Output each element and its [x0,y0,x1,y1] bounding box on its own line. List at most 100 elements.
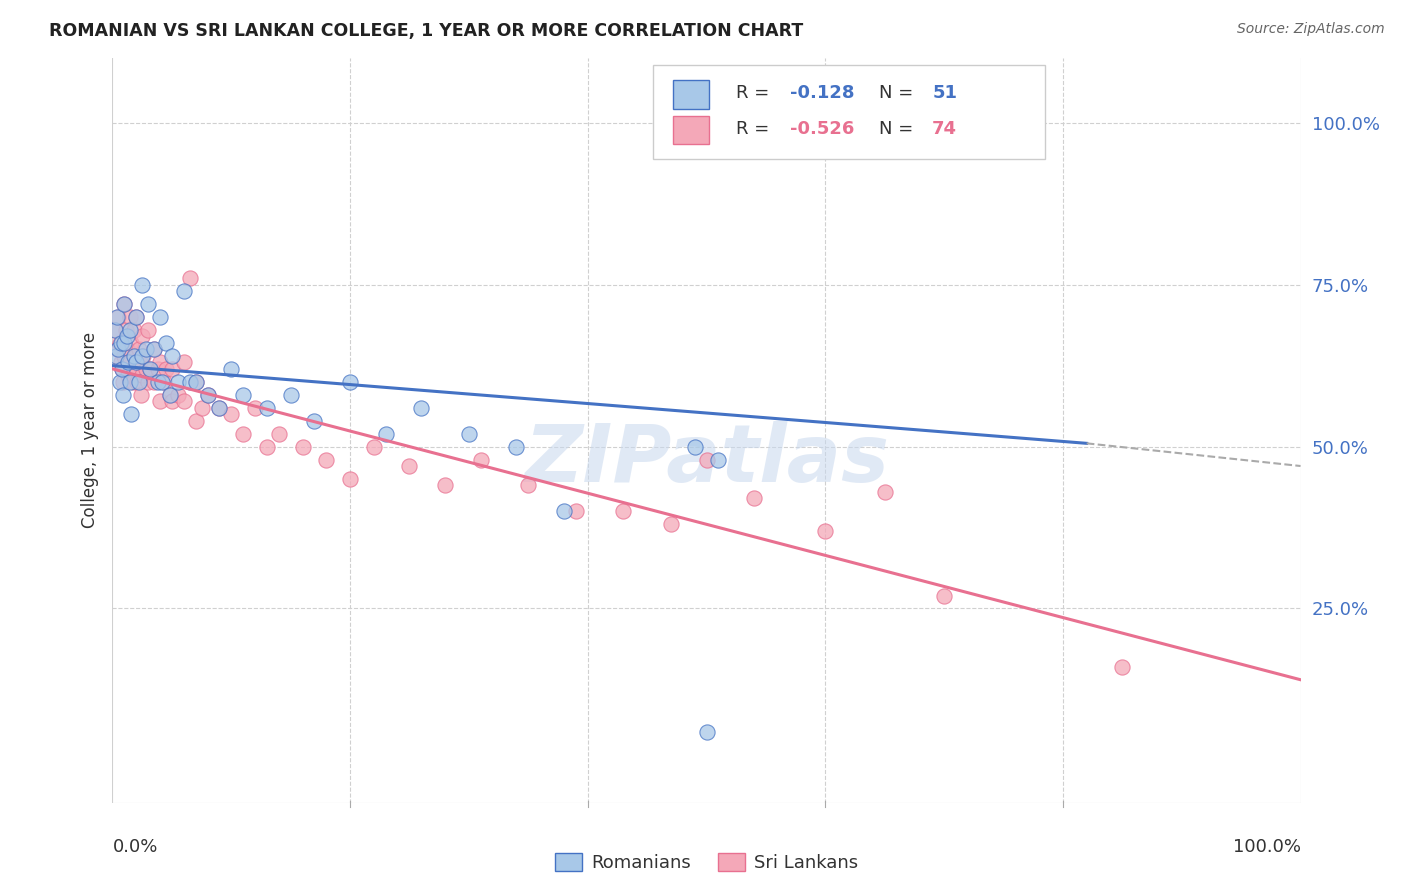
Point [107,310,129,324]
Point [304,414,326,428]
Point [125,362,148,376]
Point [173,394,195,409]
Point [374,426,396,441]
Point [114,323,136,337]
Point [339,375,361,389]
Point [166,375,188,389]
Point [121,375,143,389]
Text: 100.0%: 100.0% [1233,838,1301,855]
Point [115,343,138,357]
Point [131,349,153,363]
Point [108,335,131,350]
Point [125,355,148,369]
Point [125,310,148,324]
Point [565,504,588,518]
Point [146,375,169,389]
Point [139,362,162,376]
Point [152,375,174,389]
Point [131,368,153,383]
Point [166,388,188,402]
Point [112,349,135,363]
Point [219,407,243,421]
Point [122,349,145,363]
Point [219,362,243,376]
Text: 51: 51 [932,84,957,102]
Point [184,414,207,428]
Point [112,388,135,402]
Point [128,375,150,389]
Point [105,343,128,357]
Text: ZIPatlas: ZIPatlas [524,421,889,500]
Point [125,310,148,324]
Point [121,335,143,350]
Point [112,297,135,311]
Point [363,440,385,454]
Point [553,504,575,518]
Point [398,458,420,473]
Point [112,335,135,350]
Text: 74: 74 [932,120,957,137]
FancyBboxPatch shape [652,65,1045,159]
Point [132,349,155,363]
Point [111,362,134,376]
Point [232,426,254,441]
Point [291,440,314,454]
Point [120,355,142,369]
Point [1111,660,1133,674]
Point [696,452,718,467]
Point [139,362,162,376]
Point [179,271,201,285]
Point [742,491,765,506]
Point [150,375,173,389]
Point [256,401,278,415]
Point [873,484,896,499]
Text: R =: R = [737,120,775,137]
Point [128,343,150,357]
Point [934,589,956,603]
Point [146,362,169,376]
Point [104,323,127,337]
Text: Source: ZipAtlas.com: Source: ZipAtlas.com [1237,22,1385,37]
Point [173,284,195,298]
Point [127,375,149,389]
Point [232,388,254,402]
Point [135,343,157,357]
Point [117,368,139,383]
Text: 0.0%: 0.0% [112,838,157,855]
Point [122,323,145,337]
Text: N =: N = [879,84,918,102]
Point [105,349,128,363]
Point [136,323,159,337]
Point [136,375,159,389]
Point [707,452,730,467]
Point [659,517,682,532]
Point [267,426,290,441]
Point [197,388,219,402]
Point [190,401,212,415]
Point [505,440,527,454]
Point [280,388,302,402]
Point [143,343,166,357]
FancyBboxPatch shape [673,116,709,145]
Point [155,362,177,376]
Point [118,355,141,369]
Point [814,524,837,538]
Point [135,362,157,376]
FancyBboxPatch shape [673,80,709,109]
Point [112,375,135,389]
Point [107,343,129,357]
Point [155,335,177,350]
Point [184,375,207,389]
Point [143,343,166,357]
Text: -0.526: -0.526 [790,120,853,137]
Point [315,452,337,467]
Text: -0.128: -0.128 [790,84,855,102]
Point [612,504,634,518]
Point [120,375,142,389]
Point [112,297,135,311]
Point [197,388,219,402]
Point [104,323,127,337]
Point [128,355,150,369]
Point [256,440,278,454]
Point [517,478,540,492]
